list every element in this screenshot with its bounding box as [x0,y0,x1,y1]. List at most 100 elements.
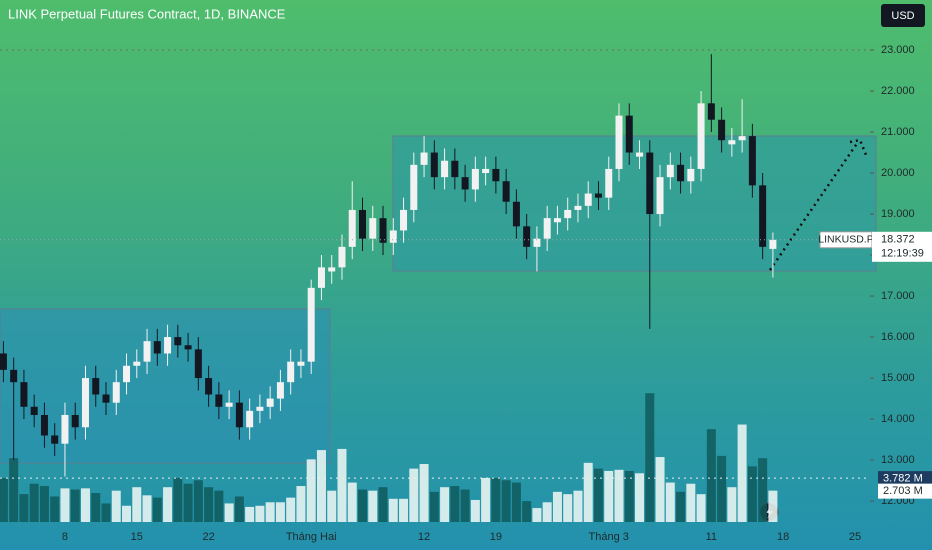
volume-bar [204,487,214,522]
volume-bar [132,487,142,522]
candle-body [30,406,38,415]
volume-bar [563,494,573,522]
candle-body [605,168,613,198]
candle-body [81,378,89,428]
candle-body [164,337,172,354]
volume-bar [234,496,244,522]
volume-bar [696,494,706,522]
candle-body [656,177,664,215]
volume-bar [306,459,316,522]
volume-bar [142,495,152,522]
volume-bar [152,497,162,522]
volume-bar [50,496,60,522]
volume-bar [542,502,552,522]
volume-bar [91,493,101,522]
candle-body [112,382,120,403]
y-tick-label: 23.000 [881,44,915,56]
candle-body [482,168,490,174]
candle-body [51,435,59,444]
candle-body [451,160,459,178]
volume-bar [296,486,306,522]
volume-bar [717,455,727,522]
candle-body [543,218,551,239]
volume-bar [737,424,747,522]
candle-body [625,115,633,153]
volume-bar [491,477,501,522]
candle-body [40,414,48,436]
candle-body [297,361,305,366]
candle-body [533,238,541,247]
candle-body [512,201,520,227]
volume-bar [624,470,634,522]
candle-body [707,103,715,120]
volume-bar [460,489,470,522]
candle-body [276,382,284,399]
volume-bar [470,499,480,522]
chart-title: LINK Perpetual Futures Contract, 1D, BIN… [8,6,286,21]
volume-bar [173,477,183,522]
volume-bar [80,488,90,522]
candle-body [92,378,100,395]
volume-bar [573,490,583,522]
volume-ma-label: 3.782 M [883,473,923,485]
volume-bar [9,458,19,522]
volume-bar [60,488,70,522]
currency-button[interactable] [881,4,925,27]
volume-bar [101,503,111,522]
volume-bar [224,503,234,522]
volume-bar [286,497,296,522]
y-tick-label: 14.000 [881,413,915,425]
candle-body [594,193,602,198]
candle-body [400,209,408,231]
countdown: 12:19:39 [881,248,924,260]
volume-bar [450,486,460,522]
candle-body [502,181,510,202]
y-tick-label: 21.000 [881,126,915,138]
candle-body [225,402,233,407]
volume-bar [429,491,439,522]
currency-label[interactable]: USD [891,10,914,22]
candle-body [287,361,295,383]
volume-bar [70,489,80,522]
symbol-tag: LINKUSD.P [818,234,873,246]
volume-bar [727,487,737,522]
candle-body [235,402,243,428]
x-tick-label: 25 [849,531,861,543]
candle-body [687,168,695,182]
candle-body [328,267,336,272]
y-tick-label: 13.000 [881,454,915,466]
volume-bar [327,490,337,522]
candle-body [379,218,387,243]
volume-bar [706,429,716,522]
volume-bar [111,490,121,522]
volume-bar [686,483,696,522]
candle-body [759,185,767,247]
volume-bar [0,477,8,522]
y-tick-label: 15.000 [881,372,915,384]
candle-body [184,345,192,350]
candle-body [0,353,7,370]
volume-bar [388,498,398,522]
x-tick-label: 12 [418,531,430,543]
volume-bar [593,468,603,522]
candle-body [584,193,592,206]
volume-bar [245,506,255,522]
y-tick-label: 16.000 [881,331,915,343]
candle-body [574,205,582,210]
volume-bar [552,491,562,522]
volume-bar [522,501,532,522]
candle-body [307,287,315,362]
candle-body [61,414,69,444]
volume-bar [409,468,419,522]
candle-body [615,115,623,169]
volume-bar [758,458,768,522]
volume-bar [183,483,193,522]
y-tick-label: 17.000 [881,290,915,302]
candle-body [246,410,254,428]
candle-body [369,218,377,239]
candle-body [123,365,131,383]
x-tick-label: 19 [490,531,502,543]
candle-body [266,398,274,407]
candle-body [256,406,264,411]
